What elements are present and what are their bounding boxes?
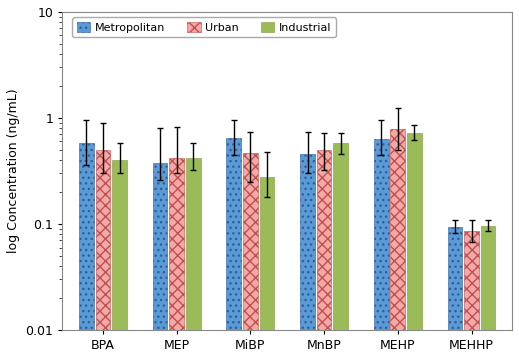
Bar (186, 158, 201, 359)
Bar (464, 231, 479, 359)
Bar (169, 158, 184, 359)
Bar (79, 143, 94, 359)
Bar (407, 133, 422, 359)
Bar (317, 150, 332, 359)
Bar (333, 143, 348, 359)
Bar (243, 153, 258, 359)
Bar (447, 227, 462, 359)
Y-axis label: log Concentration (ng/mL): log Concentration (ng/mL) (7, 89, 20, 253)
Legend: Metropolitan, Urban, Industrial: Metropolitan, Urban, Industrial (73, 18, 336, 37)
Bar (300, 154, 315, 359)
Bar (374, 139, 389, 359)
Bar (112, 160, 127, 359)
Bar (153, 163, 168, 359)
Bar (481, 226, 496, 359)
Bar (390, 129, 405, 359)
Bar (226, 138, 241, 359)
Bar (260, 177, 275, 359)
Bar (95, 150, 111, 359)
